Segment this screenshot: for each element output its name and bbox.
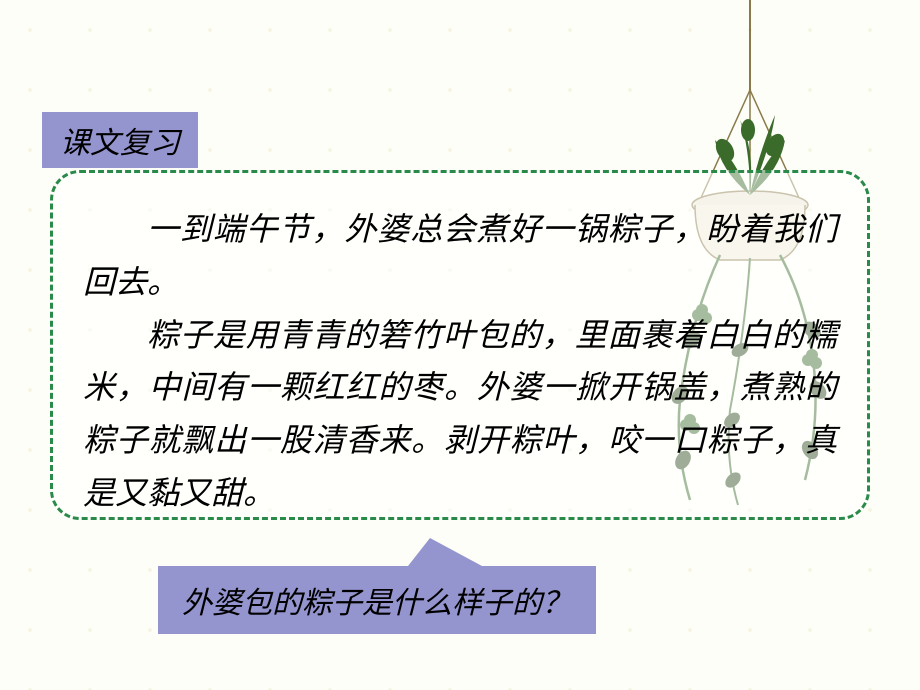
section-header-text: 课文复习 xyxy=(60,127,180,160)
section-header-tag: 课文复习 xyxy=(42,112,198,168)
paragraph-1: 一到端午节，外婆总会煮好一锅粽子，盼着我们回去。 xyxy=(83,203,837,309)
question-text: 外婆包的粽子是什么样子的？ xyxy=(182,587,572,620)
paragraph-2: 粽子是用青青的箬竹叶包的，里面裹着白白的糯米，中间有一颗红红的枣。外婆一掀开锅盖… xyxy=(83,309,837,520)
passage-box: 一到端午节，外婆总会煮好一锅粽子，盼着我们回去。 粽子是用青青的箬竹叶包的，里面… xyxy=(50,170,870,520)
question-callout: 外婆包的粽子是什么样子的？ xyxy=(158,566,596,634)
passage-text: 一到端午节，外婆总会煮好一锅粽子，盼着我们回去。 粽子是用青青的箬竹叶包的，里面… xyxy=(83,203,837,520)
